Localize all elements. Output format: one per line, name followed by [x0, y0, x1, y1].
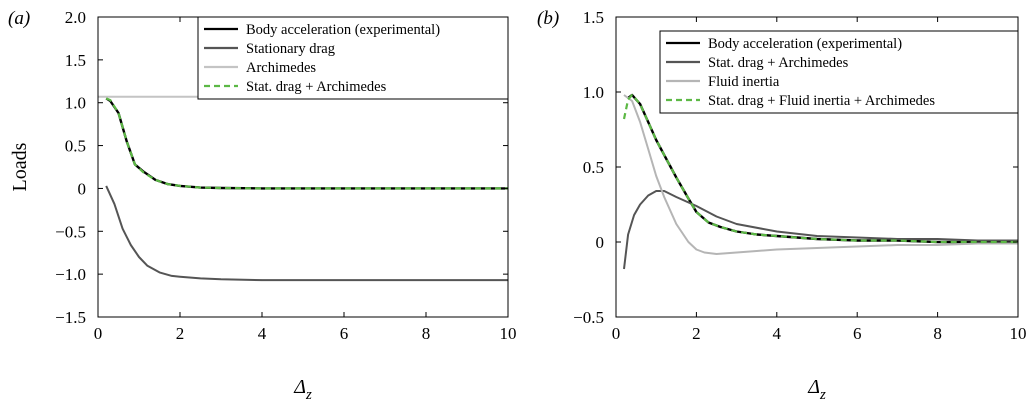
y-tick-label: −0.5	[573, 308, 604, 327]
x-axis-title: Δz	[807, 376, 826, 403]
x-tick-label: 4	[258, 324, 267, 343]
x-tick-label: 8	[933, 324, 942, 343]
legend-label-archimedes: Archimedes	[246, 60, 316, 76]
legend-label-body-acceleration-experimental: Body acceleration (experimental)	[246, 22, 440, 38]
x-tick-label: 0	[612, 324, 621, 343]
legend-label-stationary-drag: Stationary drag	[246, 41, 335, 57]
y-tick-label: 1.0	[583, 83, 604, 102]
y-tick-label: 0	[596, 233, 605, 252]
x-tick-label: 4	[773, 324, 782, 343]
y-tick-label: 2.0	[65, 8, 86, 27]
chart-panel-a: 0 2 4 6 8 10 −1.5 −1.0 −0.5 0 0.5 1.0 1.5 2.0 (a) Loads…	[8, 8, 517, 403]
x-tick-label: 8	[422, 324, 431, 343]
y-tick-label: −1.5	[55, 308, 86, 327]
legend-label-stat-drag-archimedes: Stat. drag + Archimedes	[708, 55, 849, 71]
chart-panel-b: 0 2 4 6 8 10 −0.5 0 0.5 1.0 1.5 (b) Δz Body accelerat…	[537, 8, 1027, 403]
y-tick-label: 1.5	[65, 51, 86, 70]
legend-label-stat-drag-archimedes: Stat. drag + Archimedes	[246, 79, 387, 95]
x-tick-label: 0	[94, 324, 103, 343]
y-tick-label: −1.0	[55, 265, 86, 284]
x-tick-label: 10	[500, 324, 517, 343]
series-group	[622, 93, 1018, 270]
y-tick-label: 0	[78, 179, 87, 198]
legend: Body acceleration (experimental) Stationa…	[197, 16, 509, 100]
series-line-body-acceleration-experimental	[105, 97, 508, 190]
series-line-stat-drag-archimedes	[105, 97, 508, 190]
legend-label-fluid-inertia: Fluid inertia	[708, 74, 780, 90]
series-group	[98, 95, 508, 282]
y-tick-label: 1.0	[65, 94, 86, 113]
series-line-stat-drag-fluid-inertia-archimedes	[622, 93, 1018, 244]
series-line-stationary-drag	[105, 185, 508, 282]
legend-box	[197, 16, 509, 100]
legend-label-body-acceleration-experimental: Body acceleration (experimental)	[708, 36, 902, 52]
x-tick-label: 10	[1010, 324, 1027, 343]
legend-box	[659, 30, 1019, 114]
y-tick-label: 1.5	[583, 8, 604, 27]
panel-label: (a)	[8, 8, 30, 29]
series-line-fluid-inertia	[623, 94, 1018, 255]
x-tick-label: 6	[853, 324, 862, 343]
y-tick-label: −0.5	[55, 222, 86, 241]
y-tick-label: 0.5	[583, 158, 604, 177]
x-tick-label: 6	[340, 324, 349, 343]
series-line-body-acceleration-experimental	[627, 93, 1018, 244]
legend-label-stat-drag-fluid-inertia-archimedes: Stat. drag + Fluid inertia + Archimedes	[708, 93, 935, 109]
x-axis-title: Δz	[293, 376, 312, 403]
x-tick-label: 2	[692, 324, 701, 343]
panel-label: (b)	[537, 8, 559, 29]
x-tick-label: 2	[176, 324, 185, 343]
y-axis-title: Loads	[9, 142, 31, 191]
y-tick-label: 0.5	[65, 137, 86, 156]
series-line-stat-drag-archimedes	[623, 190, 1018, 270]
legend: Body acceleration (experimental) Stat. dr…	[659, 30, 1019, 114]
